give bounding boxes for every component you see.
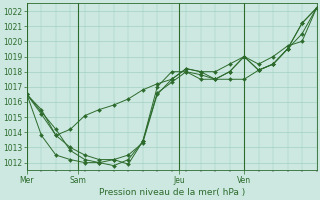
X-axis label: Pression niveau de la mer( hPa ): Pression niveau de la mer( hPa ) — [99, 188, 245, 197]
